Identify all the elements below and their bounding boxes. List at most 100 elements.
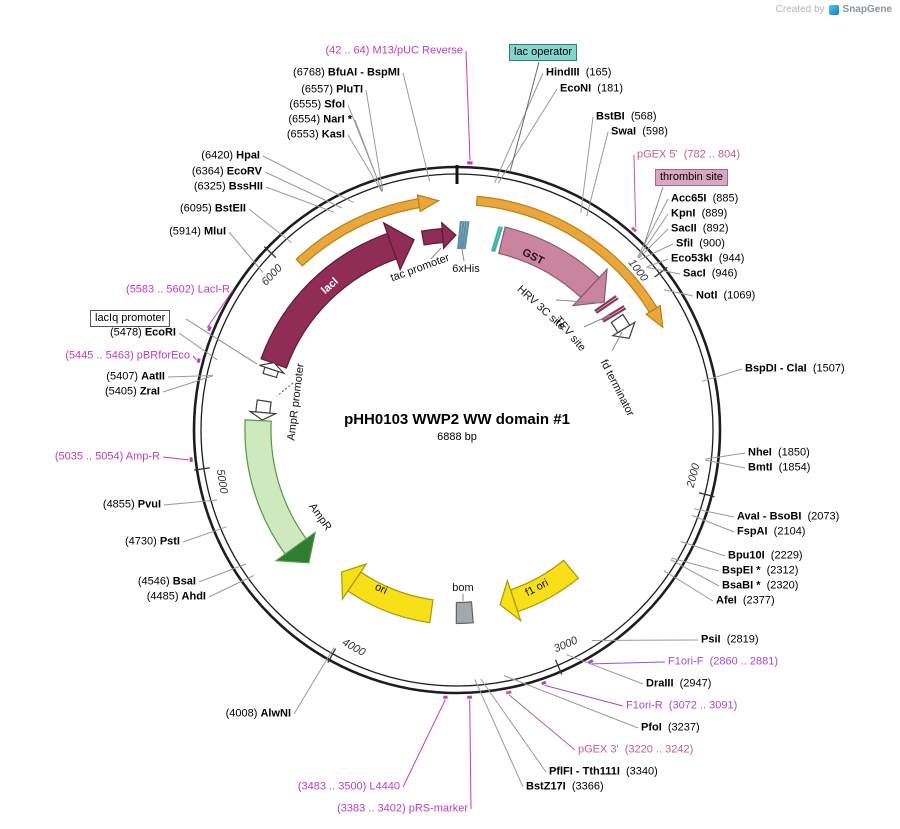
feature-label-ori[interactable]: ori	[372, 581, 390, 597]
feature-ampr-arrowhead[interactable]	[274, 531, 317, 564]
site-label-saci[interactable]: SacI (946)	[683, 267, 738, 280]
site-label-pgex-5[interactable]: pGEX 5' (782 .. 804)	[637, 148, 740, 161]
site-label-bsteii[interactable]: (6095) BstEII	[179, 202, 246, 215]
site-label-ahdi[interactable]: (4485) AhdI	[146, 590, 206, 603]
feature-lac-operator-marks-mark[interactable]	[490, 226, 501, 252]
feature-label-his-tag[interactable]: 6xHis	[452, 263, 480, 275]
feature-tev-site-mark[interactable]	[602, 307, 627, 323]
ruler-tick-2000	[698, 492, 715, 498]
feature-hrv-3c-site-mark[interactable]	[595, 297, 619, 314]
site-label-bstbi[interactable]: BstBI (568)	[596, 110, 657, 123]
site-label-noti[interactable]: NotI (1069)	[696, 289, 756, 302]
feature-label-tac-promoter[interactable]: tac promoter	[388, 251, 452, 285]
feature-laci-arrowhead[interactable]	[382, 221, 415, 272]
feature-fd-terminator-arrowhead[interactable]	[611, 320, 636, 339]
site-label-laci-r[interactable]: (5583 .. 5602) LacI-R	[126, 283, 230, 296]
feature-ori-arrowhead[interactable]	[340, 562, 368, 601]
primer-mark-pgex-3[interactable]	[505, 690, 512, 695]
site-label-mlui[interactable]: (5914) MluI	[169, 225, 226, 238]
site-label-acc65i[interactable]: Acc65I (885)	[671, 192, 739, 205]
site-label-swai[interactable]: SwaI (598)	[611, 125, 668, 138]
feature-label-gst[interactable]: GST	[520, 246, 546, 268]
site-label-kasi[interactable]: (6553) KasI	[286, 128, 345, 141]
feature-label-laciq-promoter[interactable]: lacIq promoter	[90, 310, 171, 327]
site-label-f1ori-r[interactable]: F1ori-R (3072 .. 3091)	[626, 699, 738, 712]
site-label-afei[interactable]: AfeI (2377)	[716, 594, 775, 607]
site-label-bsai[interactable]: (4546) BsaI	[137, 575, 196, 588]
callout-line-afei	[663, 570, 714, 602]
site-label-sfii[interactable]: SfiI (900)	[676, 237, 725, 250]
site-label-hindiii[interactable]: HindIII (165)	[546, 66, 612, 79]
site-label-nari[interactable]: (6554) NarI *	[288, 113, 352, 126]
callout-line-laci-r	[206, 289, 234, 328]
feature-label-tev-site[interactable]: TEV site	[552, 314, 588, 354]
site-label-bspei[interactable]: BspEI * (2312)	[722, 564, 799, 577]
feature-label-fd-terminator[interactable]: fd terminator	[597, 357, 637, 419]
site-label-bsabi[interactable]: BsaBI * (2320)	[722, 579, 799, 592]
feature-laciq-promoter-arrowhead[interactable]	[259, 361, 286, 375]
site-label-psii[interactable]: PsiI (2819)	[701, 633, 759, 646]
feature-bom[interactable]	[455, 601, 474, 625]
feature-label-bom[interactable]: bom	[452, 582, 474, 594]
feature-ampr-promoter-arrowhead[interactable]	[247, 410, 278, 421]
feature-label-ampr[interactable]: AmpR	[306, 501, 334, 533]
primer-mark-laci-r[interactable]	[207, 325, 212, 332]
site-label-m13-puc-reverse[interactable]: (42 .. 64) M13/pUC Reverse	[325, 44, 463, 57]
site-label-zrai[interactable]: (5405) ZraI	[104, 385, 160, 398]
feature-his-tag-mark[interactable]	[463, 221, 470, 250]
site-label-sfoi[interactable]: (6555) SfoI	[289, 98, 345, 111]
site-label-psti[interactable]: (4730) PstI	[124, 535, 180, 548]
feature-gst-arrowhead[interactable]	[571, 267, 608, 307]
site-label-bsshii[interactable]: (6325) BssHII	[193, 180, 263, 193]
site-label-draiii[interactable]: DraIII (2947)	[646, 677, 712, 690]
site-label-pflfi-tth111i[interactable]: PflFI - Tth111I (3340)	[549, 765, 658, 778]
feature-label-thrombin-site[interactable]: thrombin site	[655, 169, 728, 186]
site-label-prs-marker[interactable]: (3383 .. 3402) pRS-marker	[337, 802, 468, 815]
site-label-pfoi[interactable]: PfoI (3237)	[641, 721, 700, 734]
site-label-avai-bsobi[interactable]: AvaI - BsoBI (2073)	[737, 510, 840, 523]
site-label-f1ori-f[interactable]: F1ori-F (2860 .. 2881)	[668, 655, 779, 668]
site-label-pluti[interactable]: (6557) PluTI	[301, 83, 363, 96]
site-label-ecori[interactable]: (5478) EcoRI	[109, 326, 176, 339]
site-label-l4440[interactable]: (3483 .. 3500) L4440	[297, 780, 400, 793]
site-label-pgex-3[interactable]: pGEX 3' (3220 .. 3242)	[578, 743, 694, 756]
site-label-aatii[interactable]: (5407) AatII	[106, 370, 165, 383]
site-label-bfuai-bspmi[interactable]: (6768) BfuAI - BspMI	[293, 66, 400, 79]
site-label-bpu10i[interactable]: Bpu10I (2229)	[728, 549, 803, 562]
callout-line-acc65i	[637, 198, 669, 258]
site-label-econi[interactable]: EcoNI (181)	[560, 82, 623, 95]
site-label-kpni[interactable]: KpnI (889)	[671, 207, 728, 220]
feature-his-tag-mark[interactable]	[457, 220, 463, 250]
primer-mark-f1ori-r[interactable]	[541, 680, 547, 686]
site-label-bmti[interactable]: BmtI (1854)	[748, 461, 811, 474]
feature-orange-arc-right-arrowhead[interactable]	[645, 304, 664, 329]
site-label-bspdi-clai[interactable]: BspDI - ClaI (1507)	[745, 362, 845, 375]
site-label-alwni[interactable]: (4008) AlwNI	[225, 707, 291, 720]
feature-his-tag-mark[interactable]	[461, 221, 468, 250]
site-label-nhei[interactable]: NheI (1850)	[748, 446, 810, 459]
site-label-pvui[interactable]: (4855) PvuI	[102, 498, 161, 511]
feature-label-ampr-promoter[interactable]: AmpR promoter	[285, 362, 307, 442]
site-label-ecorv[interactable]: (6364) EcoRV	[191, 165, 262, 178]
feature-label-f1-ori[interactable]: f1 ori	[523, 576, 551, 600]
site-label-eco53ki[interactable]: Eco53kI (944)	[671, 252, 745, 265]
primer-mark-pbrforeco[interactable]	[196, 357, 201, 364]
ruler-tick-1000	[654, 266, 668, 278]
primer-mark-pgex-5[interactable]	[631, 226, 638, 233]
feature-tac-promoter-arrowhead[interactable]	[440, 221, 457, 250]
site-label-fspai[interactable]: FspAI (2104)	[737, 525, 806, 538]
site-label-hpai[interactable]: (6420) HpaI	[201, 149, 260, 162]
feature-lac-operator-marks-mark[interactable]	[493, 226, 504, 253]
feature-orange-arc-left-arrowhead[interactable]	[416, 194, 441, 213]
feature-label-lac-operator[interactable]: lac operator	[509, 44, 578, 61]
feature-label-laci[interactable]: lacI	[319, 275, 341, 297]
site-label-sacii[interactable]: SacII (892)	[671, 222, 729, 235]
site-label-bstz17i[interactable]: BstZ17I (3366)	[526, 780, 604, 793]
site-label-amp-r[interactable]: (5035 .. 5054) Amp-R	[54, 450, 160, 463]
primer-mark-amp-r[interactable]	[189, 457, 193, 463]
callout-line-avai-bsobi	[694, 508, 735, 518]
site-label-pbrforeco[interactable]: (5445 .. 5463) pBRforEco	[65, 349, 190, 362]
feature-hrv-3c-site-mark[interactable]	[594, 295, 617, 312]
feature-f1-ori-arrowhead[interactable]	[499, 578, 522, 623]
